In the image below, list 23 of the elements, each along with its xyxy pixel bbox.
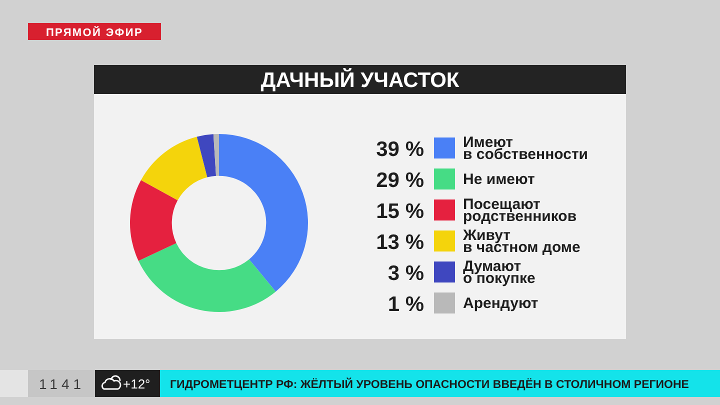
data-label: 1 % (388, 293, 424, 316)
donut-slice (213, 134, 219, 176)
donut-slice (141, 136, 208, 200)
legend-label: Думают о покупке (463, 258, 536, 287)
chart-title: ДАЧНЫЙ УЧАСТОК (260, 67, 460, 92)
text: ГИДРОМЕТЦЕНТР РФ: ЖЁЛТЫЙ УРОВЕНЬ ОПАСНОСТИ ВВЕДЁН В СТОЛИЧНОМ РЕГИОНЕ (170, 377, 690, 391)
text: 1141 (38, 376, 86, 392)
legend-label: Живут в частном доме (462, 227, 580, 256)
legend-label: Не имеют (463, 171, 535, 188)
data-label: 3 % (388, 262, 424, 285)
legend-label: Посещают родственников (463, 196, 577, 225)
data-label: 15 % (376, 200, 424, 223)
data-label: 39 % (376, 138, 424, 161)
legend-label: Арендуют (463, 295, 538, 312)
legend-label: Имеют в собственности (463, 134, 588, 163)
donut-slice (196, 134, 216, 178)
donut-slice (219, 134, 308, 292)
data-label: 29 % (376, 169, 424, 192)
data-label: 13 % (376, 231, 424, 254)
text: +12° (123, 376, 150, 392)
donut-slice (130, 180, 178, 261)
text: ПРЯМОЙ ЭФИР (46, 26, 144, 39)
donut-slice (138, 243, 276, 312)
